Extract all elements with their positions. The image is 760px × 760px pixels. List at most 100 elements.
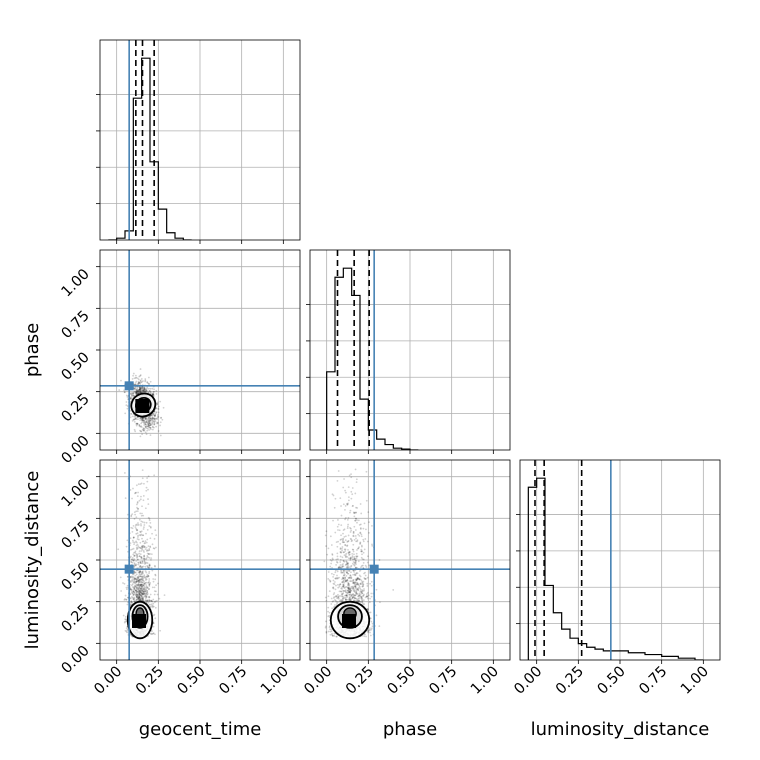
scatter-point — [355, 597, 358, 600]
scatter-point — [138, 579, 141, 582]
scatter-point — [346, 556, 349, 558]
scatter-point — [346, 540, 349, 543]
scatter-point — [345, 591, 347, 594]
scatter-point — [147, 503, 150, 506]
scatter-point — [138, 596, 141, 599]
scatter-point — [142, 389, 145, 392]
scatter-point — [133, 388, 136, 391]
scatter-point — [143, 387, 145, 389]
scatter-point — [139, 583, 142, 586]
scatter-point — [144, 540, 147, 543]
scatter-point — [143, 390, 146, 393]
scatter-point — [145, 417, 147, 420]
scatter-point — [149, 380, 152, 383]
scatter-point — [149, 545, 152, 548]
scatter-point — [136, 577, 139, 580]
scatter-point — [135, 422, 138, 425]
scatter-point — [158, 597, 161, 600]
scatter-point — [135, 595, 138, 598]
scatter-point — [329, 580, 332, 582]
scatter-point — [337, 597, 340, 600]
scatter-point — [130, 412, 133, 415]
scatter-point — [145, 427, 148, 430]
scatter-point — [147, 575, 150, 577]
scatter-point — [141, 579, 144, 581]
scatter-point — [359, 531, 362, 534]
scatter-point — [357, 577, 360, 580]
scatter-point — [153, 613, 156, 616]
scatter-point — [356, 582, 359, 585]
scatter-point — [157, 582, 159, 585]
scatter-point — [140, 386, 143, 389]
scatter-point — [147, 488, 149, 491]
scatter-point — [363, 593, 365, 596]
scatter-point — [126, 584, 129, 587]
scatter-point — [347, 562, 350, 565]
scatter-point — [152, 393, 154, 396]
scatter-point — [147, 422, 150, 425]
scatter-point — [138, 423, 141, 426]
scatter-point — [138, 571, 141, 574]
scatter-point — [152, 632, 155, 635]
scatter-point — [140, 550, 143, 552]
scatter-point — [139, 562, 142, 564]
scatter-point — [137, 507, 140, 510]
scatter-point — [150, 423, 153, 426]
scatter-point — [142, 599, 144, 602]
scatter-point — [364, 564, 367, 567]
scatter-point — [345, 594, 348, 597]
scatter-point — [147, 418, 149, 420]
scatter-point — [135, 523, 138, 526]
scatter-point — [367, 555, 369, 558]
scatter-point — [354, 519, 357, 522]
scatter-point — [142, 422, 145, 424]
scatter-point — [137, 536, 139, 538]
scatter-point — [350, 540, 353, 543]
scatter-point — [154, 565, 156, 568]
scatter-point — [353, 564, 356, 567]
scatter-point — [132, 593, 135, 596]
scatter-point — [135, 532, 138, 535]
scatter-point — [358, 578, 361, 581]
scatter-point — [144, 597, 147, 600]
scatter-point — [364, 596, 367, 599]
scatter-point — [358, 578, 361, 581]
scatter-point — [148, 588, 151, 590]
scatter-point — [148, 426, 151, 429]
scatter-point — [140, 583, 143, 586]
scatter-point — [140, 533, 143, 536]
scatter-point — [346, 565, 349, 568]
scatter-point — [142, 427, 145, 430]
scatter-point — [137, 382, 140, 385]
scatter-point — [350, 476, 353, 479]
scatter-point — [146, 586, 149, 589]
scatter-point — [133, 543, 135, 546]
scatter-point — [335, 600, 338, 603]
scatter-point — [136, 590, 138, 593]
scatter-point — [151, 419, 153, 421]
scatter-point — [146, 599, 149, 602]
scatter-point — [344, 590, 347, 593]
scatter-point — [361, 599, 363, 601]
scatter-point — [136, 583, 139, 586]
scatter-point — [150, 603, 153, 606]
scatter-point — [136, 580, 138, 583]
scatter-point — [366, 595, 368, 598]
scatter-point — [134, 589, 137, 592]
scatter-point — [137, 594, 139, 597]
scatter-point — [135, 393, 138, 395]
scatter-point — [349, 557, 352, 559]
scatter-point — [136, 392, 139, 395]
scatter-point — [331, 633, 333, 636]
scatter-point — [343, 535, 346, 538]
scatter-point — [339, 551, 342, 554]
scatter-point — [343, 551, 345, 554]
scatter-point — [131, 591, 134, 594]
scatter-point — [331, 572, 333, 575]
scatter-point — [346, 503, 349, 506]
scatter-point — [346, 563, 349, 565]
scatter-point — [132, 573, 134, 576]
scatter-point — [132, 536, 135, 539]
scatter-point — [138, 550, 141, 553]
scatter-point — [123, 582, 126, 585]
